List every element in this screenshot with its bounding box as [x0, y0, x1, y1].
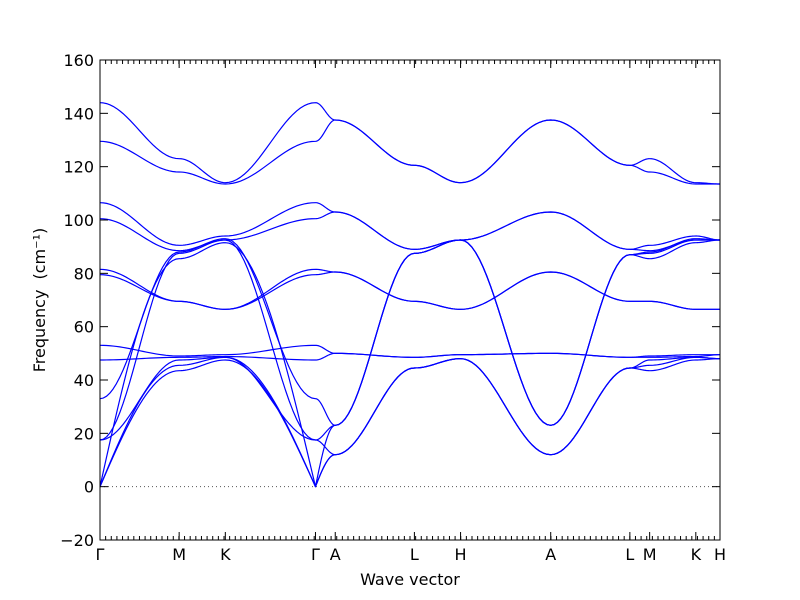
- band-8: [99, 238, 721, 426]
- x-tick-label-A: A: [545, 545, 556, 564]
- series-layer: [99, 102, 721, 488]
- y-axis-label-text: Frequency: [30, 290, 49, 373]
- x-minor-ticks: [99, 60, 721, 540]
- x-axis-label: Wave vector: [360, 570, 460, 589]
- plot-frame: [99, 59, 721, 541]
- y-tick-label: 140: [63, 104, 94, 123]
- band-7: [99, 239, 720, 441]
- x-tick-label-A: A: [330, 545, 341, 564]
- band-12: [99, 202, 721, 250]
- x-tick-label-L: L: [410, 545, 419, 564]
- band-13: [99, 119, 720, 185]
- x-tick-label-Γ: Γ: [311, 545, 320, 564]
- y-tick-label: 0: [84, 478, 94, 497]
- x-tick-label-K: K: [691, 545, 702, 564]
- x-tick-label-H: H: [714, 545, 726, 564]
- x-tick-label-K: K: [220, 545, 231, 564]
- band-14: [99, 102, 721, 185]
- band-2: [99, 356, 721, 488]
- band-3: [99, 356, 721, 456]
- y-tick-label: 60: [74, 318, 94, 337]
- y-tick-label: 20: [74, 424, 94, 443]
- y-axis-label: Frequency (cm⁻¹): [30, 228, 49, 372]
- y-tick-label: −20: [60, 531, 94, 550]
- y-axis-label-unit: (cm⁻¹): [30, 228, 49, 280]
- band-5: [99, 344, 720, 358]
- y-tick-label: 160: [63, 51, 94, 70]
- x-tick-label-M: M: [643, 545, 657, 564]
- y-tick-label: 80: [74, 264, 94, 283]
- y-tick-label: 120: [63, 158, 94, 177]
- band-9: [99, 271, 720, 310]
- band-10: [99, 268, 720, 310]
- x-tick-label-L: L: [625, 545, 634, 564]
- band-1: [99, 358, 720, 488]
- y-tick-label: 100: [63, 211, 94, 230]
- x-tick-label-Γ: Γ: [96, 545, 105, 564]
- y-tick-label: 40: [74, 371, 94, 390]
- band-11: [99, 211, 720, 252]
- x-tick-label-M: M: [172, 545, 186, 564]
- x-tick-label-H: H: [455, 545, 467, 564]
